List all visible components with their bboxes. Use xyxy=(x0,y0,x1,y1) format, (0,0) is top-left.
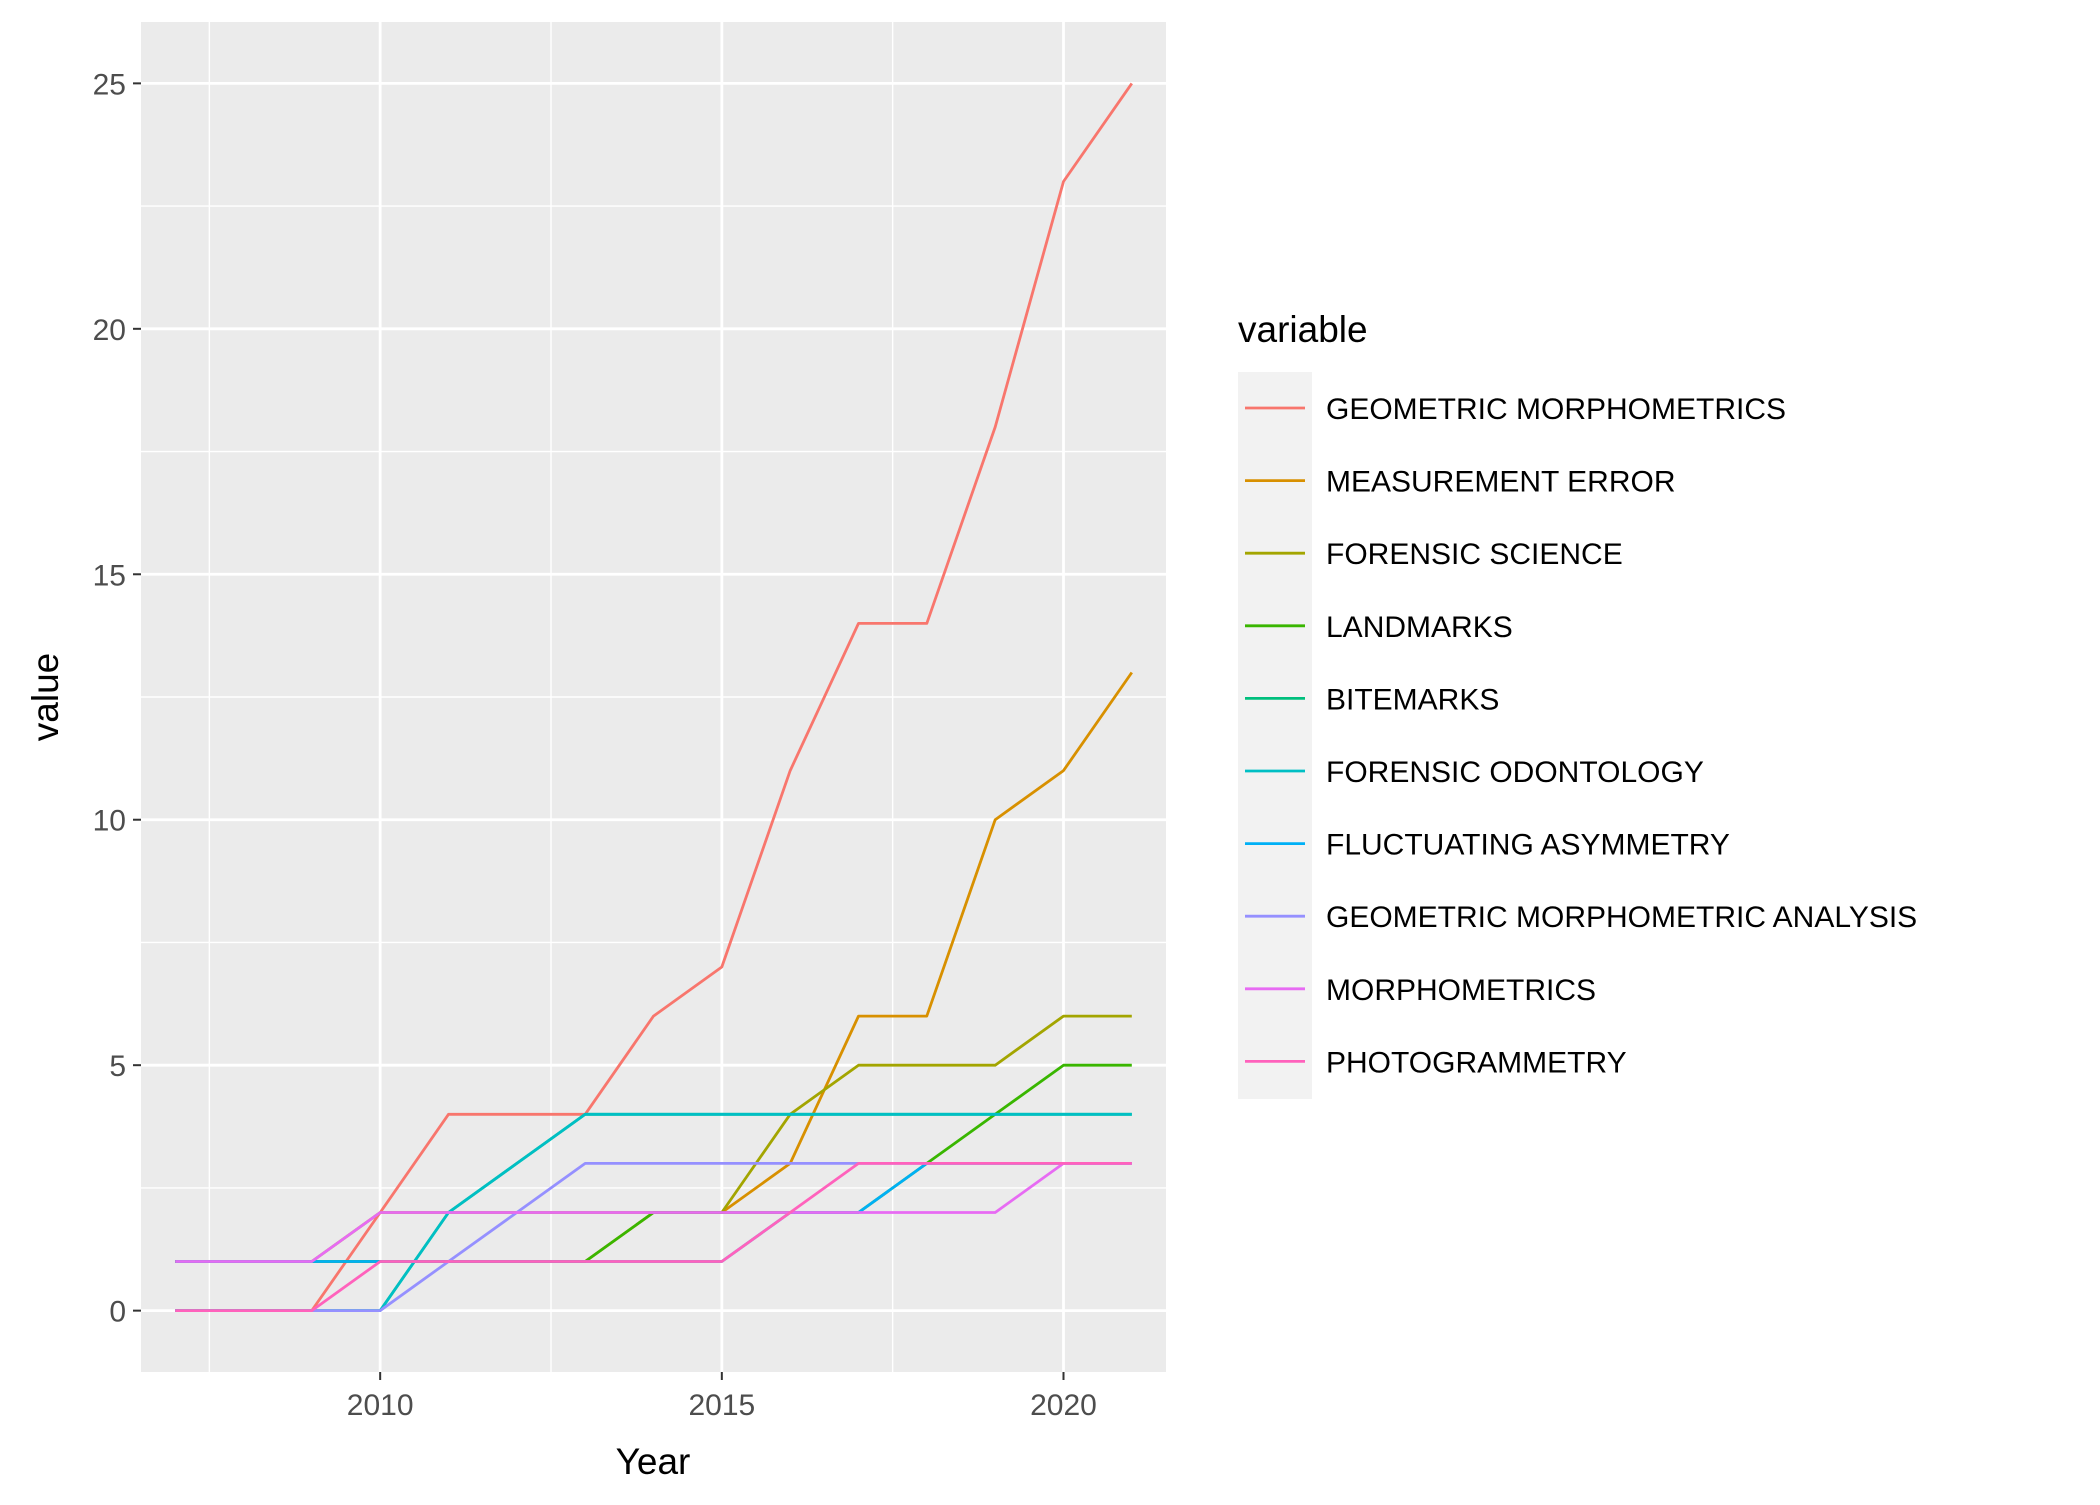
legend-label: MEASUREMENT ERROR xyxy=(1326,466,1675,499)
y-tick-label: 20 xyxy=(93,314,126,347)
legend-label: LANDMARKS xyxy=(1326,611,1513,644)
legend-label: BITEMARKS xyxy=(1326,683,1499,716)
grid-lines xyxy=(141,22,1166,1372)
series-line xyxy=(175,1162,1132,1263)
y-tick-label: 10 xyxy=(93,805,126,838)
legend-label: MORPHOMETRICS xyxy=(1326,974,1596,1007)
legend-label: FORENSIC ODONTOLOGY xyxy=(1326,756,1704,789)
y-tick-label: 0 xyxy=(109,1296,126,1329)
series-line xyxy=(175,82,1133,1312)
legend-label: FLUCTUATING ASYMMETRY xyxy=(1326,829,1730,862)
x-tick-label: 2010 xyxy=(347,1389,414,1422)
x-axis-title: Year xyxy=(616,1441,691,1482)
y-tick-label: 15 xyxy=(93,559,126,592)
legend-label: FORENSIC SCIENCE xyxy=(1326,538,1623,571)
legend-label: GEOMETRIC MORPHOMETRIC ANALYSIS xyxy=(1326,901,1917,934)
x-tick-label: 2015 xyxy=(688,1389,755,1422)
legend: variable GEOMETRIC MORPHOMETRICS MEASUREM… xyxy=(1238,309,1917,1099)
legend-label: GEOMETRIC MORPHOMETRICS xyxy=(1326,393,1786,426)
y-tick-label: 25 xyxy=(93,68,126,101)
axes: 2010 2015 2020 0 5 10 15 20 25 xyxy=(93,68,1097,1422)
legend-title: variable xyxy=(1238,309,1368,350)
legend-label: PHOTOGRAMMETRY xyxy=(1326,1046,1627,1079)
series-line xyxy=(175,1162,1132,1312)
y-axis-title: value xyxy=(25,653,66,741)
legend-key-background xyxy=(1238,372,1312,1099)
x-tick-label: 2020 xyxy=(1030,1389,1097,1422)
y-tick-label: 5 xyxy=(109,1050,126,1083)
series-lines xyxy=(175,82,1133,1312)
